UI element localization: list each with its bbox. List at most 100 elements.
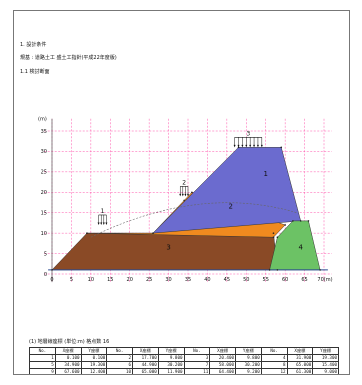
node-marker [183, 199, 185, 202]
y-tick-label: 0 [44, 272, 47, 278]
y-tick-label: 15 [41, 211, 47, 217]
table-cell: 5 [29, 361, 56, 369]
x-tick-label: 30 [165, 277, 171, 283]
x-tick-label: 10 [88, 277, 94, 283]
y-tick-label: 35 [41, 129, 47, 135]
node-marker [280, 146, 283, 149]
y-tick-label: 10 [41, 231, 47, 237]
table-row: 9 67.600 12.400 10 65.000 11.900 11 64.400 9.200… [29, 368, 339, 374]
diagram-annotations [48, 146, 328, 271]
criteria-line: 規基 : 道路土工 盛土工指針(平成22年度版) [20, 55, 117, 61]
layer-label-4: 4 [298, 243, 303, 251]
table-cell: 11.900 [157, 368, 185, 374]
table-cell: 20.400 [209, 354, 236, 362]
table-cell: 9.800 [157, 354, 185, 362]
table-header-cell: No. [106, 347, 133, 355]
table-cell: 31.900 [286, 354, 314, 362]
table-cell: 9.800 [235, 354, 262, 362]
x-tick-label: 65 [301, 277, 307, 283]
load-arrowhead [181, 193, 184, 197]
table-body: 1 0.100 0.100 2 17.700 9.800 3 20.400 9.800 4 31.9… [29, 354, 339, 374]
node-marker [268, 269, 271, 271]
document-page: 1. 設計条件 規基 : 道路土工 盛土工指針(平成22年度版) 1.1 検討断… [13, 10, 350, 375]
x-axis-end-label: 70(m) [317, 277, 332, 283]
x-tick-label: 60 [282, 277, 288, 283]
node-marker [307, 220, 310, 222]
table-cell: 17.700 [132, 354, 159, 362]
load-arrowhead [233, 144, 236, 148]
x-tick-label: 5 [70, 277, 73, 283]
load-arrowhead [249, 144, 252, 148]
table-cell: 2 [106, 354, 133, 362]
table-cell: 67.600 [54, 368, 82, 374]
table-cell: 44.900 [132, 361, 159, 369]
layer-label-1: 1 [263, 170, 267, 178]
load-arrowhead [100, 222, 103, 225]
x-tick-label: 55 [263, 277, 269, 283]
load-arrowhead [260, 144, 263, 148]
table-cell: 0.100 [54, 354, 82, 362]
table-cell: 30.200 [235, 361, 262, 369]
node-marker [272, 232, 275, 234]
node-marker [86, 232, 88, 234]
load-arrowhead [97, 222, 100, 225]
x-tick-label: 20 [127, 277, 133, 283]
load-arrowhead [241, 144, 244, 148]
table-caption: (1) 地層線座標 (単位:m) 格点数 16 [29, 339, 110, 345]
table-row: 5 34.900 19.300 6 44.900 30.200 7 58.000 30.200 8… [29, 361, 339, 369]
table-header-cell: Y座標 [157, 347, 185, 355]
table-cell: 8 [260, 361, 288, 369]
soil-layer-1 [152, 147, 302, 234]
surcharge-loads [97, 137, 263, 225]
x-tick-label: 45 [224, 277, 230, 283]
table-cell: 3 [183, 354, 211, 362]
load-arrowhead [105, 222, 108, 225]
load-arrowhead [253, 144, 256, 148]
load-arrowhead [237, 144, 240, 148]
table-cell: 7 [183, 361, 211, 369]
y-tick-label: 30 [41, 149, 47, 155]
node-marker [292, 220, 294, 222]
table-header-cell: No. [260, 347, 288, 355]
node-marker [276, 236, 279, 239]
table-cell: 58.000 [209, 361, 236, 369]
table-cell: 0.100 [80, 354, 108, 362]
load-arrowhead [102, 222, 105, 225]
node-marker [284, 224, 286, 226]
x-tick-label: 35 [185, 277, 191, 283]
load-arrowhead [184, 193, 187, 197]
load-label-2: 2 [182, 179, 186, 186]
load-label-3: 3 [246, 130, 250, 137]
table-cell: 65.000 [132, 368, 159, 374]
table-header-cell: Y座標 [80, 347, 108, 355]
table-header-cell: X座標 [286, 347, 314, 355]
table-cell: 12 [260, 368, 288, 374]
section-title-cross-section: 1.1 検討断面 [20, 69, 50, 75]
load-arrowhead [256, 144, 259, 148]
soil-layers [51, 147, 321, 271]
y-tick-label: 5 [44, 251, 47, 257]
load-arrowhead [187, 193, 189, 197]
table-header-cell: No. [183, 347, 211, 355]
node-marker [191, 191, 193, 194]
table-cell: 9 [29, 368, 56, 374]
table-header-cell: X座標 [54, 347, 82, 355]
table-cell: 6 [106, 361, 133, 369]
slip-circle-line [90, 202, 297, 238]
table-cell: 12.400 [80, 368, 108, 374]
table-cell: 9.000 [312, 368, 339, 374]
node-marker [319, 269, 321, 271]
table-cell: 10 [106, 368, 133, 374]
node-marker [51, 269, 53, 271]
load-arrowhead [245, 144, 248, 148]
layer-label-3: 3 [166, 243, 170, 251]
table-row: 1 0.100 0.100 2 17.700 9.800 3 20.400 9.800 4 31.9… [29, 354, 339, 362]
table-cell: 61.300 [286, 368, 314, 374]
table-header-row: No. X座標 Y座標 No. X座標 Y座標 No. X座標 Y座標 No. X座標 Y座標 [29, 347, 339, 355]
table-cell: 19.300 [80, 361, 108, 369]
load-label-1: 1 [101, 208, 105, 215]
x-tick-label: 15 [107, 277, 113, 283]
table-cell: 65.000 [286, 361, 314, 369]
